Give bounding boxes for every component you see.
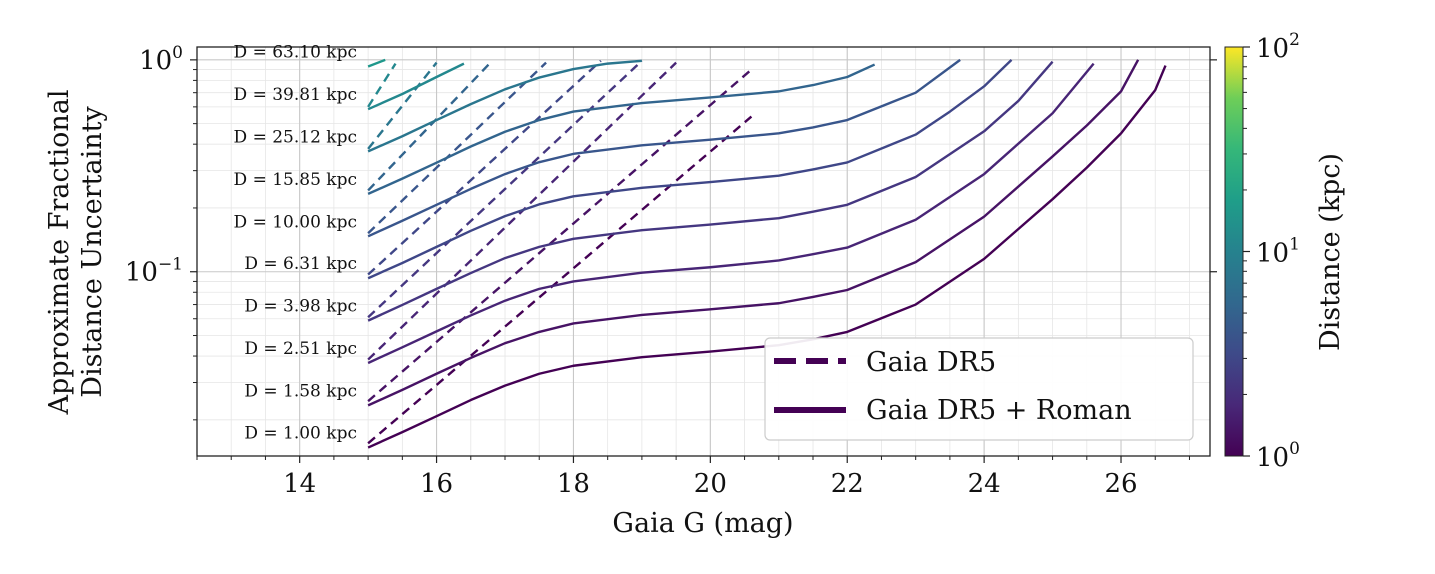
dashed-line-10-kpc	[367, 61, 547, 235]
x-axis-label: Gaia G (mag)	[612, 508, 793, 539]
x-tick-label: 16	[420, 469, 453, 499]
dashed-line-1-kpc	[367, 115, 753, 445]
legend-label-gaia-dr5-roman: Gaia DR5 + Roman	[866, 395, 1132, 426]
distance-label: D = 15.85 kpc	[234, 170, 357, 190]
y-tick-base: 10	[139, 46, 172, 76]
legend-box	[764, 337, 1194, 441]
plot-lines	[367, 58, 1167, 449]
x-tick-label: 14	[283, 469, 316, 499]
y-axis-label-line1: Approximate Fractional	[44, 90, 75, 416]
dashed-line-3.98-kpc	[367, 59, 643, 319]
y-tick-exponent: −1	[158, 255, 183, 275]
colorbar-tick-label: 101	[1256, 235, 1300, 269]
colorbar-tick-label: 102	[1256, 30, 1300, 64]
solid-line-6.31-kpc	[367, 58, 1013, 280]
x-tick-label: 18	[557, 469, 590, 499]
y-tick-label: 10−1	[125, 255, 183, 288]
legend-label-gaia-dr5: Gaia DR5	[866, 347, 996, 378]
colorbar-tick-base: 10	[1256, 443, 1289, 473]
plot-frame	[196, 46, 1211, 457]
colorbar-tick-base: 10	[1256, 239, 1289, 269]
colorbar-tick-exponent: 0	[1289, 439, 1300, 459]
colorbar-gradient	[1224, 46, 1244, 457]
dashed-line-1.58-kpc	[367, 68, 753, 403]
solid-line-15.85-kpc	[367, 63, 876, 195]
distance-label: D = 2.51 kpc	[244, 339, 357, 359]
legend: Gaia DR5 Gaia DR5 + Roman	[764, 337, 1194, 441]
dashed-line-25.12-kpc	[367, 61, 438, 150]
distance-label: D = 25.12 kpc	[234, 127, 357, 147]
x-tick-label: 26	[1104, 469, 1137, 499]
solid-line-63.1-kpc	[367, 58, 386, 68]
x-tick-label: 22	[831, 469, 864, 499]
colorbar-tick-exponent: 2	[1289, 30, 1300, 50]
colorbar-tick-label: 100	[1256, 439, 1300, 473]
distance-labels: D = 1.00 kpc D = 1.58 kpc D = 2.51 kpc D = …	[234, 43, 357, 444]
dashed-line-39.81-kpc	[367, 62, 397, 108]
solid-line-25.12-kpc	[367, 59, 642, 153]
solid-line-39.81-kpc	[367, 62, 465, 111]
distance-label: D = 3.98 kpc	[244, 297, 357, 317]
distance-label: D = 6.31 kpc	[244, 254, 357, 274]
colorbar-label: Distance (kpc)	[1315, 153, 1346, 351]
solid-line-1.58-kpc	[367, 59, 1140, 407]
distance-label: D = 10.00 kpc	[234, 212, 357, 232]
y-tick-exponent: 0	[172, 43, 183, 63]
dashed-line-6.31-kpc	[367, 59, 602, 276]
distance-label: D = 39.81 kpc	[234, 85, 357, 105]
solid-line-3.98-kpc	[367, 60, 1054, 322]
distance-label: D = 1.00 kpc	[244, 424, 357, 444]
y-axis-label-line2: Distance Uncertainty	[77, 106, 108, 398]
distance-label: D = 1.58 kpc	[244, 381, 357, 401]
solid-line-10-kpc	[367, 58, 961, 238]
colorbar-tick-exponent: 1	[1289, 235, 1300, 255]
distance-label: D = 63.10 kpc	[234, 43, 357, 63]
solid-line-2.51-kpc	[367, 62, 1095, 365]
axis-ticks	[190, 59, 1217, 463]
y-tick-base: 10	[125, 258, 158, 288]
y-tick-label: 100	[139, 43, 183, 76]
x-tick-labels: 14 16 18 20 22 24 26	[283, 469, 1137, 499]
x-tick-label: 24	[968, 469, 1001, 499]
x-tick-label: 20	[694, 469, 727, 499]
colorbar-tick-base: 10	[1256, 34, 1289, 64]
